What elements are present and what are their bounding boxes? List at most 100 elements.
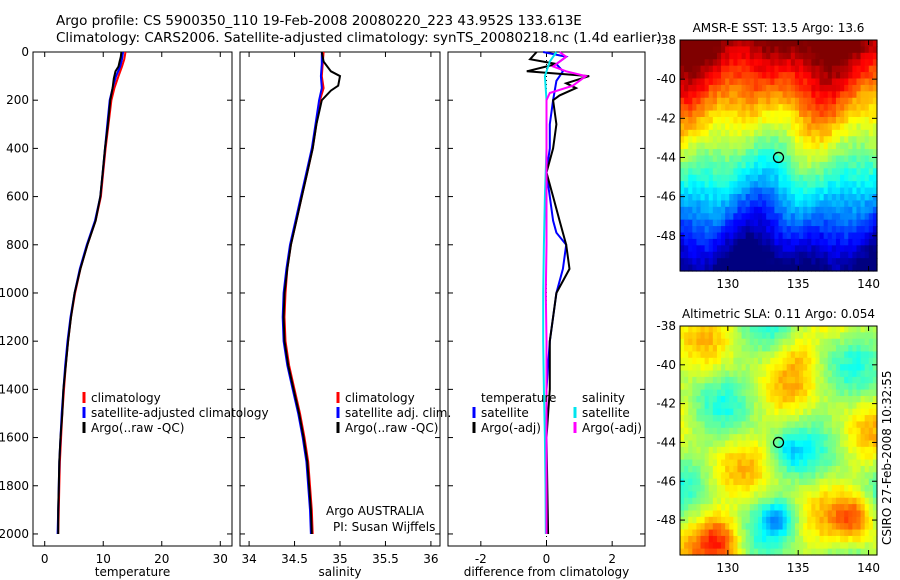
map-cell — [815, 117, 821, 125]
map-cell — [823, 97, 829, 105]
map-cell — [770, 65, 775, 73]
map-cell — [840, 46, 845, 54]
map-cell — [799, 52, 804, 60]
map-cell — [753, 104, 759, 112]
map-cell — [827, 238, 833, 246]
map-cell — [868, 251, 874, 259]
map-cell — [704, 168, 710, 176]
map-cell — [831, 364, 837, 372]
map-cell — [733, 491, 739, 499]
map-cell — [733, 402, 739, 410]
map-cell — [725, 529, 730, 537]
map-cell — [762, 338, 767, 346]
map-cell — [774, 245, 780, 253]
map-cell — [827, 459, 833, 467]
map-cell — [790, 142, 796, 150]
map-cell — [778, 459, 784, 467]
map-cell — [835, 219, 841, 227]
map-cell — [860, 200, 866, 208]
map-cell — [827, 421, 833, 429]
map-cell — [778, 497, 784, 505]
map-cell — [860, 155, 866, 163]
map-cell — [712, 357, 718, 365]
x-tick-label: 10 — [96, 552, 111, 566]
map-cell — [774, 402, 780, 410]
map-cell — [729, 97, 734, 105]
map-cell — [778, 478, 784, 486]
map-cell — [721, 395, 726, 403]
map-cell — [778, 238, 784, 246]
map-cell — [749, 213, 755, 221]
map-cell — [819, 402, 825, 410]
map-cell — [753, 161, 759, 169]
map-cell — [725, 485, 730, 492]
map-cell — [823, 206, 829, 214]
map-cell — [712, 351, 718, 359]
map-cell — [712, 155, 718, 163]
map-cell — [749, 338, 755, 346]
map-cell — [790, 129, 796, 137]
map-cell — [835, 376, 841, 384]
map-cell — [712, 40, 718, 48]
map-cell — [815, 104, 821, 112]
map-cell — [799, 245, 804, 253]
map-cell — [827, 504, 833, 512]
map-cell — [704, 245, 710, 253]
map-cell — [844, 232, 849, 240]
map-cell — [770, 332, 775, 340]
y-tick-label: 400 — [6, 141, 29, 155]
map-cell — [819, 206, 825, 214]
map-cell — [766, 168, 771, 176]
map-cell — [745, 440, 751, 448]
map-cell — [749, 408, 755, 416]
x-axis-label: salinity — [318, 565, 361, 579]
map-cell — [844, 181, 849, 189]
map-cell — [827, 136, 833, 144]
map-cell — [852, 345, 858, 353]
map-cell — [803, 136, 808, 144]
map-cell — [864, 491, 870, 499]
map-cell — [708, 181, 714, 189]
map-cell — [770, 446, 775, 454]
map-cell — [819, 459, 825, 467]
map-cell — [782, 72, 788, 80]
map-cell — [840, 72, 845, 80]
map-cell — [725, 332, 730, 340]
map-cell — [844, 251, 849, 259]
map-cell — [835, 478, 841, 486]
map-cell — [811, 529, 817, 537]
map-cell — [868, 459, 874, 467]
map-cell — [721, 181, 726, 189]
map-cell — [835, 548, 841, 556]
map-cell — [696, 91, 702, 99]
map-cell — [819, 523, 825, 531]
map-cell — [745, 395, 751, 403]
map-cell — [790, 504, 796, 512]
map-cell — [811, 485, 817, 492]
map-cell — [831, 383, 837, 391]
map-cell — [749, 383, 755, 391]
map-cell — [852, 364, 858, 372]
map-cell — [688, 338, 693, 346]
map-cell — [721, 200, 726, 208]
map-cell — [684, 117, 689, 125]
series-salinity-argo — [282, 51, 342, 535]
map-cell — [696, 504, 702, 512]
map-cell — [766, 485, 771, 492]
map-cell — [700, 232, 706, 240]
map-cell — [778, 251, 784, 259]
map-cell — [708, 459, 714, 467]
map-cell — [872, 264, 878, 272]
map-cell — [794, 510, 800, 518]
map-cell — [757, 478, 763, 486]
map-cell — [729, 364, 734, 372]
map-cell — [757, 453, 763, 461]
map-cell — [757, 232, 763, 240]
map-cell — [872, 548, 878, 556]
map-cell — [762, 206, 767, 214]
map-cell — [807, 40, 812, 48]
map-cell — [799, 136, 804, 144]
map-cell — [803, 415, 808, 423]
map-cell — [721, 408, 726, 416]
map-cell — [819, 52, 825, 60]
